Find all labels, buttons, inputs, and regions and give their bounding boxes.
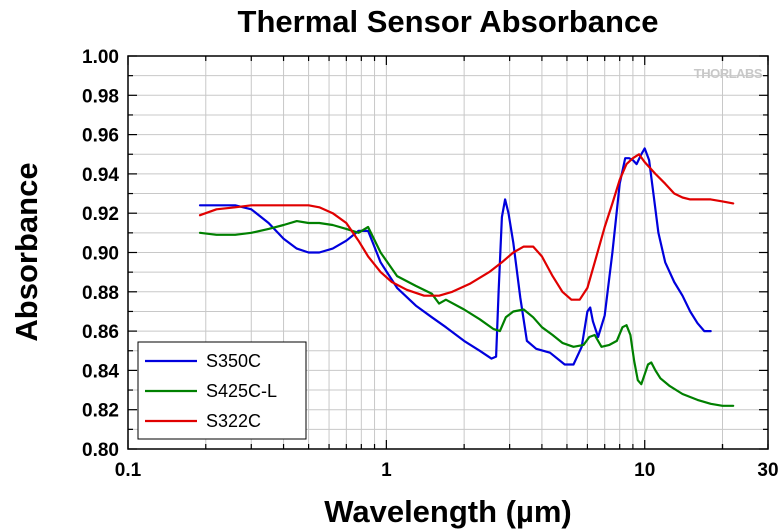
y-tick-labels: 0.80 0.82 0.84 0.86 0.88 0.90 0.92 0.94 0.96 0.98… [82,47,119,461]
series-line-s425c-l [198,220,735,407]
y-tick-label: 0.84 [82,361,119,382]
y-tick-label: 0.98 [82,86,119,107]
series-lines [198,147,735,407]
legend: S350C S425C-L S322C [137,341,307,440]
chart-title: Thermal Sensor Absorbance [238,4,659,39]
y-tick-label: 0.94 [82,165,119,186]
series-line-s322c [198,153,735,301]
axis-ticks [127,55,769,450]
series-line-s350c [198,147,712,366]
legend-label-s350c: S350C [206,351,261,371]
x-axis-title: Wavelength (µm) [324,494,572,529]
thorlabs-logo: THORLABS [694,66,763,81]
x-tick-label: 10 [634,460,655,481]
y-tick-label: 0.86 [82,322,119,343]
y-tick-label: 0.82 [82,401,119,422]
y-tick-label: 0.90 [82,244,119,265]
y-tick-label: 0.96 [82,126,119,147]
x-tick-label: 30 [757,460,778,481]
y-axis-title: Absorbance [9,162,44,341]
legend-label-s425c-l: S425C-L [206,381,277,401]
legend-label-s322c: S322C [206,411,261,431]
x-tick-label: 0.1 [115,460,142,481]
x-tick-labels: 0.1 1 10 30 [115,460,779,481]
y-tick-label: 0.88 [82,283,119,304]
x-tick-label: 1 [381,460,392,481]
y-tick-label: 0.92 [82,204,119,225]
y-tick-label: 0.80 [82,440,119,461]
y-tick-label: 1.00 [82,47,119,68]
